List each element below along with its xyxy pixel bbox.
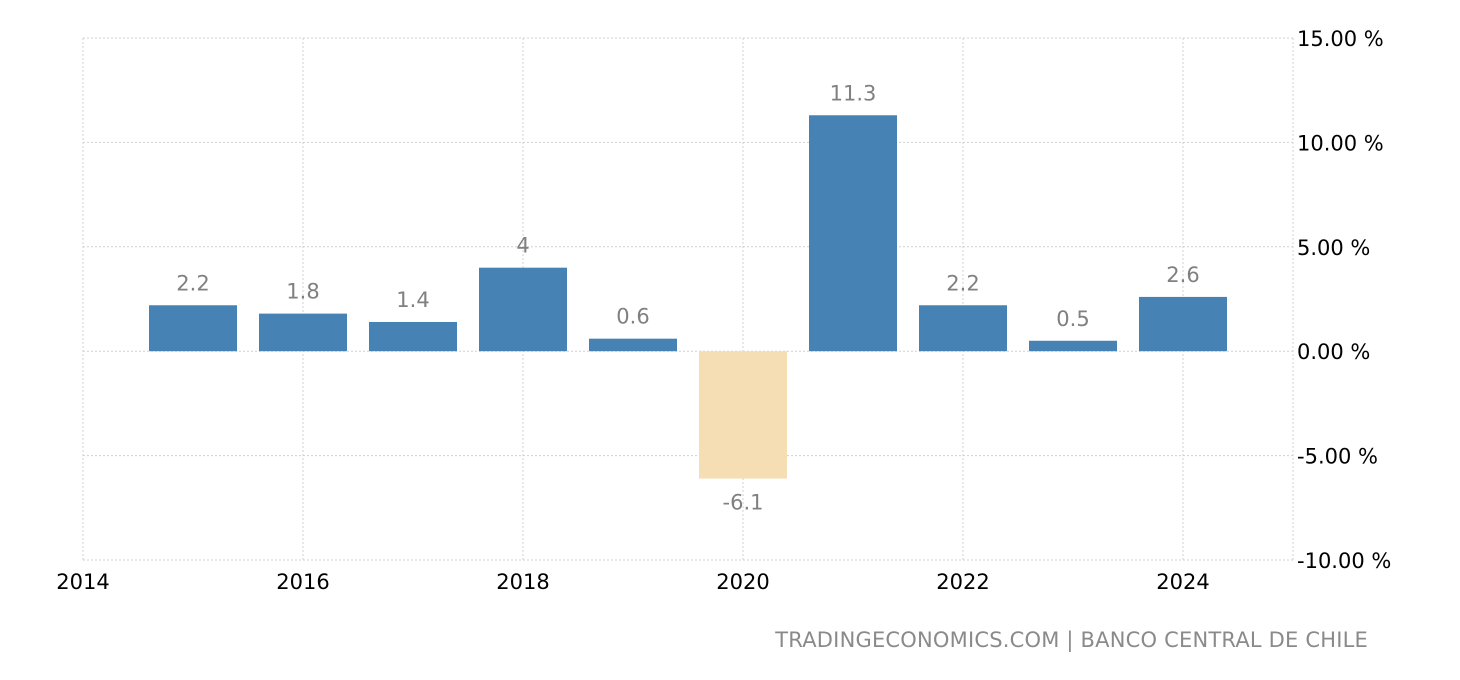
bar-2020 bbox=[699, 351, 787, 479]
x-tick-label: 2020 bbox=[716, 570, 769, 594]
bar-2023 bbox=[1029, 340, 1117, 352]
data-label-2020: -6.1 bbox=[723, 491, 764, 515]
x-tick-label: 2024 bbox=[1156, 570, 1209, 594]
source-credit: TRADINGECONOMICS.COM | BANCO CENTRAL DE … bbox=[775, 628, 1368, 652]
bar-2017 bbox=[369, 321, 457, 352]
x-tick-label: 2018 bbox=[496, 570, 549, 594]
bar-2021 bbox=[809, 115, 897, 352]
y-tick-label: 5.00 % bbox=[1297, 236, 1370, 260]
bar-2022 bbox=[919, 305, 1007, 352]
x-tick-label: 2014 bbox=[56, 570, 109, 594]
x-tick-label: 2022 bbox=[936, 570, 989, 594]
bar-2018 bbox=[479, 267, 567, 352]
data-label-2018: 4 bbox=[516, 234, 529, 258]
bar-2016 bbox=[259, 313, 347, 352]
data-label-2021: 11.3 bbox=[830, 81, 877, 105]
data-label-2015: 2.2 bbox=[176, 271, 209, 295]
x-tick-label: 2016 bbox=[276, 570, 329, 594]
data-label-2024: 2.6 bbox=[1166, 263, 1199, 287]
data-label-2022: 2.2 bbox=[946, 271, 979, 295]
y-tick-label: -5.00 % bbox=[1297, 445, 1378, 469]
y-tick-label: 15.00 % bbox=[1297, 27, 1384, 51]
bar-2024 bbox=[1139, 296, 1227, 352]
data-label-2023: 0.5 bbox=[1056, 307, 1089, 331]
y-tick-label: -10.00 % bbox=[1297, 549, 1391, 573]
data-label-2017: 1.4 bbox=[396, 288, 429, 312]
data-label-2019: 0.6 bbox=[616, 305, 649, 329]
y-tick-label: 10.00 % bbox=[1297, 131, 1384, 155]
bar-2015 bbox=[149, 305, 237, 352]
data-label-2016: 1.8 bbox=[286, 280, 319, 304]
bar-2019 bbox=[589, 338, 677, 352]
y-tick-label: 0.00 % bbox=[1297, 340, 1370, 364]
